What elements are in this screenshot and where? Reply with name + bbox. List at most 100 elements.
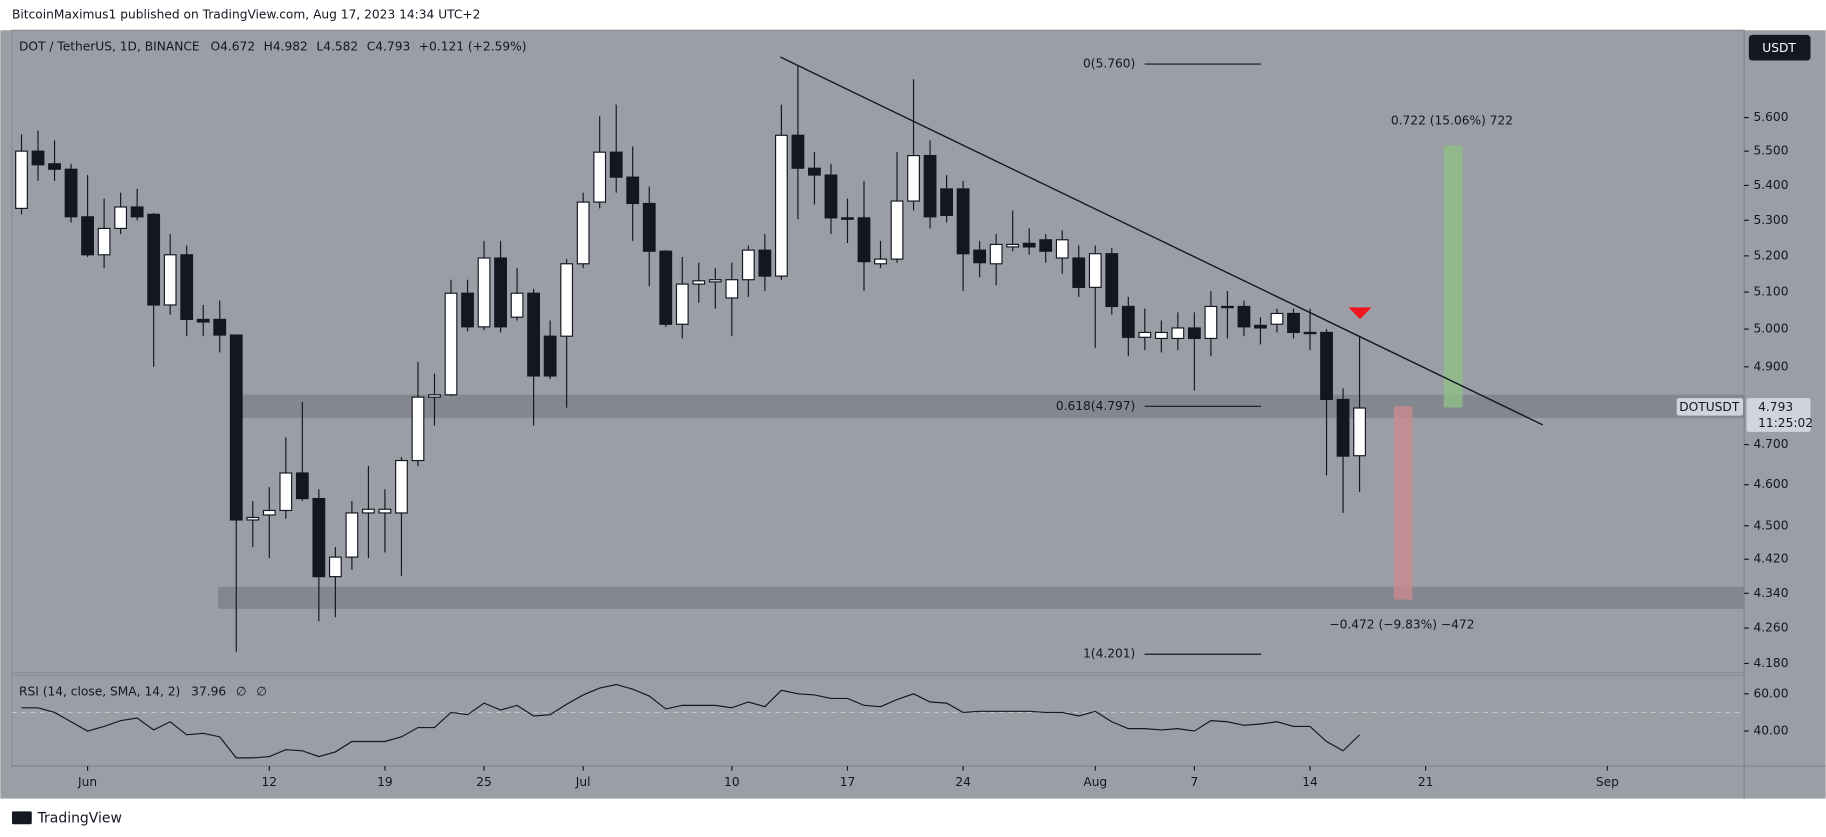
candle-body bbox=[857, 217, 871, 263]
candle-body bbox=[708, 279, 722, 283]
candle-body bbox=[626, 176, 640, 205]
x-tick-label: 12 bbox=[262, 775, 278, 789]
candle-body bbox=[890, 200, 904, 260]
candle-body bbox=[642, 202, 656, 252]
candle-body bbox=[874, 258, 887, 265]
candle-body bbox=[1006, 243, 1020, 248]
target-up-label: 0.722 (15.06%) 722 bbox=[1391, 114, 1513, 128]
candle-body bbox=[1154, 331, 1168, 340]
resistance-zone bbox=[233, 394, 1745, 418]
support-zone bbox=[218, 586, 1745, 609]
candle-body bbox=[692, 280, 706, 285]
candle-body bbox=[345, 512, 359, 558]
fib-label: 0(5.760) bbox=[1083, 57, 1135, 71]
candle-body bbox=[1171, 327, 1185, 340]
candle-body bbox=[1303, 331, 1317, 335]
candle-body bbox=[543, 335, 557, 377]
ohlc-value: 4.793 bbox=[375, 39, 410, 53]
candle-body bbox=[1121, 305, 1135, 338]
target-down-label: −0.472 (−9.83%) −472 bbox=[1329, 618, 1474, 632]
ohlc-label: O bbox=[210, 39, 220, 53]
rsi-header: RSI (14, close, SMA, 14, 2) 37.96 ∅ ∅ bbox=[19, 684, 267, 698]
x-tick-label: Aug bbox=[1083, 775, 1107, 789]
candle-body bbox=[527, 292, 541, 377]
rsi-extra: ∅ bbox=[256, 684, 267, 698]
candle-body bbox=[940, 188, 953, 216]
candle-body bbox=[395, 459, 408, 514]
candle-body bbox=[411, 396, 425, 462]
candle-body bbox=[1088, 253, 1102, 288]
candle-body bbox=[81, 216, 94, 256]
rsi-pane bbox=[11, 674, 1745, 767]
candle-body bbox=[64, 168, 78, 218]
candle-body bbox=[593, 151, 607, 203]
candle-body bbox=[1221, 305, 1234, 309]
x-tick-label: Jul bbox=[575, 775, 591, 789]
trendline bbox=[779, 56, 1544, 426]
y-tick-label: 4.180 bbox=[1753, 656, 1788, 670]
target-up-box bbox=[1443, 145, 1463, 408]
candle-body bbox=[1204, 305, 1218, 340]
candle-body bbox=[1072, 257, 1086, 288]
target-down-box bbox=[1393, 406, 1413, 600]
candle-body bbox=[1320, 331, 1333, 401]
signal-triangle bbox=[1348, 307, 1372, 319]
candle-body bbox=[279, 472, 293, 512]
main-plot: 0(5.760) 0.618(4.797) 1(4.201) 0.722 (15… bbox=[218, 57, 1745, 661]
candle-body bbox=[989, 243, 1003, 265]
candle-body bbox=[262, 509, 276, 516]
candle-body bbox=[1237, 305, 1251, 328]
candle-body bbox=[147, 213, 161, 306]
candle-body bbox=[841, 217, 854, 220]
y-tick-label: 4.600 bbox=[1753, 477, 1788, 491]
ohlc-label: C bbox=[367, 39, 376, 53]
x-tick-label: 10 bbox=[724, 775, 740, 789]
candle-body bbox=[1270, 312, 1284, 325]
footer-brand: TradingView bbox=[37, 810, 122, 826]
candle-body bbox=[824, 174, 838, 219]
legend-header: DOT / TetherUS, 1D, BINANCE O4.672 H4.98… bbox=[19, 39, 527, 53]
candle-body bbox=[229, 334, 243, 521]
y-tick-label: 5.100 bbox=[1753, 285, 1788, 299]
candles bbox=[15, 65, 1366, 652]
y-tick-label: 4.420 bbox=[1753, 552, 1788, 566]
candle-body bbox=[428, 394, 441, 398]
candle-body bbox=[328, 556, 342, 578]
candle-body bbox=[312, 497, 326, 578]
fib-label: 1(4.201) bbox=[1083, 647, 1135, 661]
x-tick-label: 7 bbox=[1190, 775, 1198, 789]
currency-label[interactable]: USDT bbox=[1762, 41, 1796, 55]
candle-body bbox=[295, 472, 309, 500]
fib-label: 0.618(4.797) bbox=[1056, 399, 1136, 413]
rsi-y-tick-label: 40.00 bbox=[1753, 724, 1788, 738]
y-tick-label: 5.200 bbox=[1753, 248, 1788, 262]
y-tick-label: 5.000 bbox=[1753, 322, 1788, 336]
candle-body bbox=[114, 206, 128, 230]
rsi-title: RSI (14, close, SMA, 14, 2) bbox=[19, 684, 180, 698]
currency-button[interactable] bbox=[1748, 34, 1811, 61]
rsi-value: 37.96 bbox=[191, 684, 226, 698]
candle-body bbox=[362, 508, 375, 514]
candle-body bbox=[444, 292, 458, 396]
candle-body bbox=[956, 188, 970, 255]
y-tick-label: 5.300 bbox=[1753, 213, 1788, 227]
publisher-line: BitcoinMaximus1 published on TradingView… bbox=[12, 8, 480, 22]
candle-body bbox=[758, 249, 772, 277]
rsi-y-tick-label: 60.00 bbox=[1753, 686, 1788, 700]
candle-body bbox=[196, 318, 210, 323]
candle-body bbox=[31, 150, 45, 166]
candle-body bbox=[378, 508, 392, 514]
logo-mark bbox=[11, 811, 32, 825]
ohlc-value: 4.582 bbox=[323, 39, 358, 53]
candle-body bbox=[1022, 242, 1036, 248]
candle-body bbox=[973, 249, 987, 264]
candle-body bbox=[1254, 324, 1267, 329]
ohlc-value: 4.672 bbox=[220, 39, 255, 53]
candle-body bbox=[246, 516, 260, 521]
candle-body bbox=[1353, 407, 1366, 457]
candle-body bbox=[808, 167, 821, 176]
y-tick-label: 4.900 bbox=[1753, 359, 1788, 373]
candle-body bbox=[725, 279, 739, 299]
x-tick-label: Jun bbox=[77, 775, 97, 789]
